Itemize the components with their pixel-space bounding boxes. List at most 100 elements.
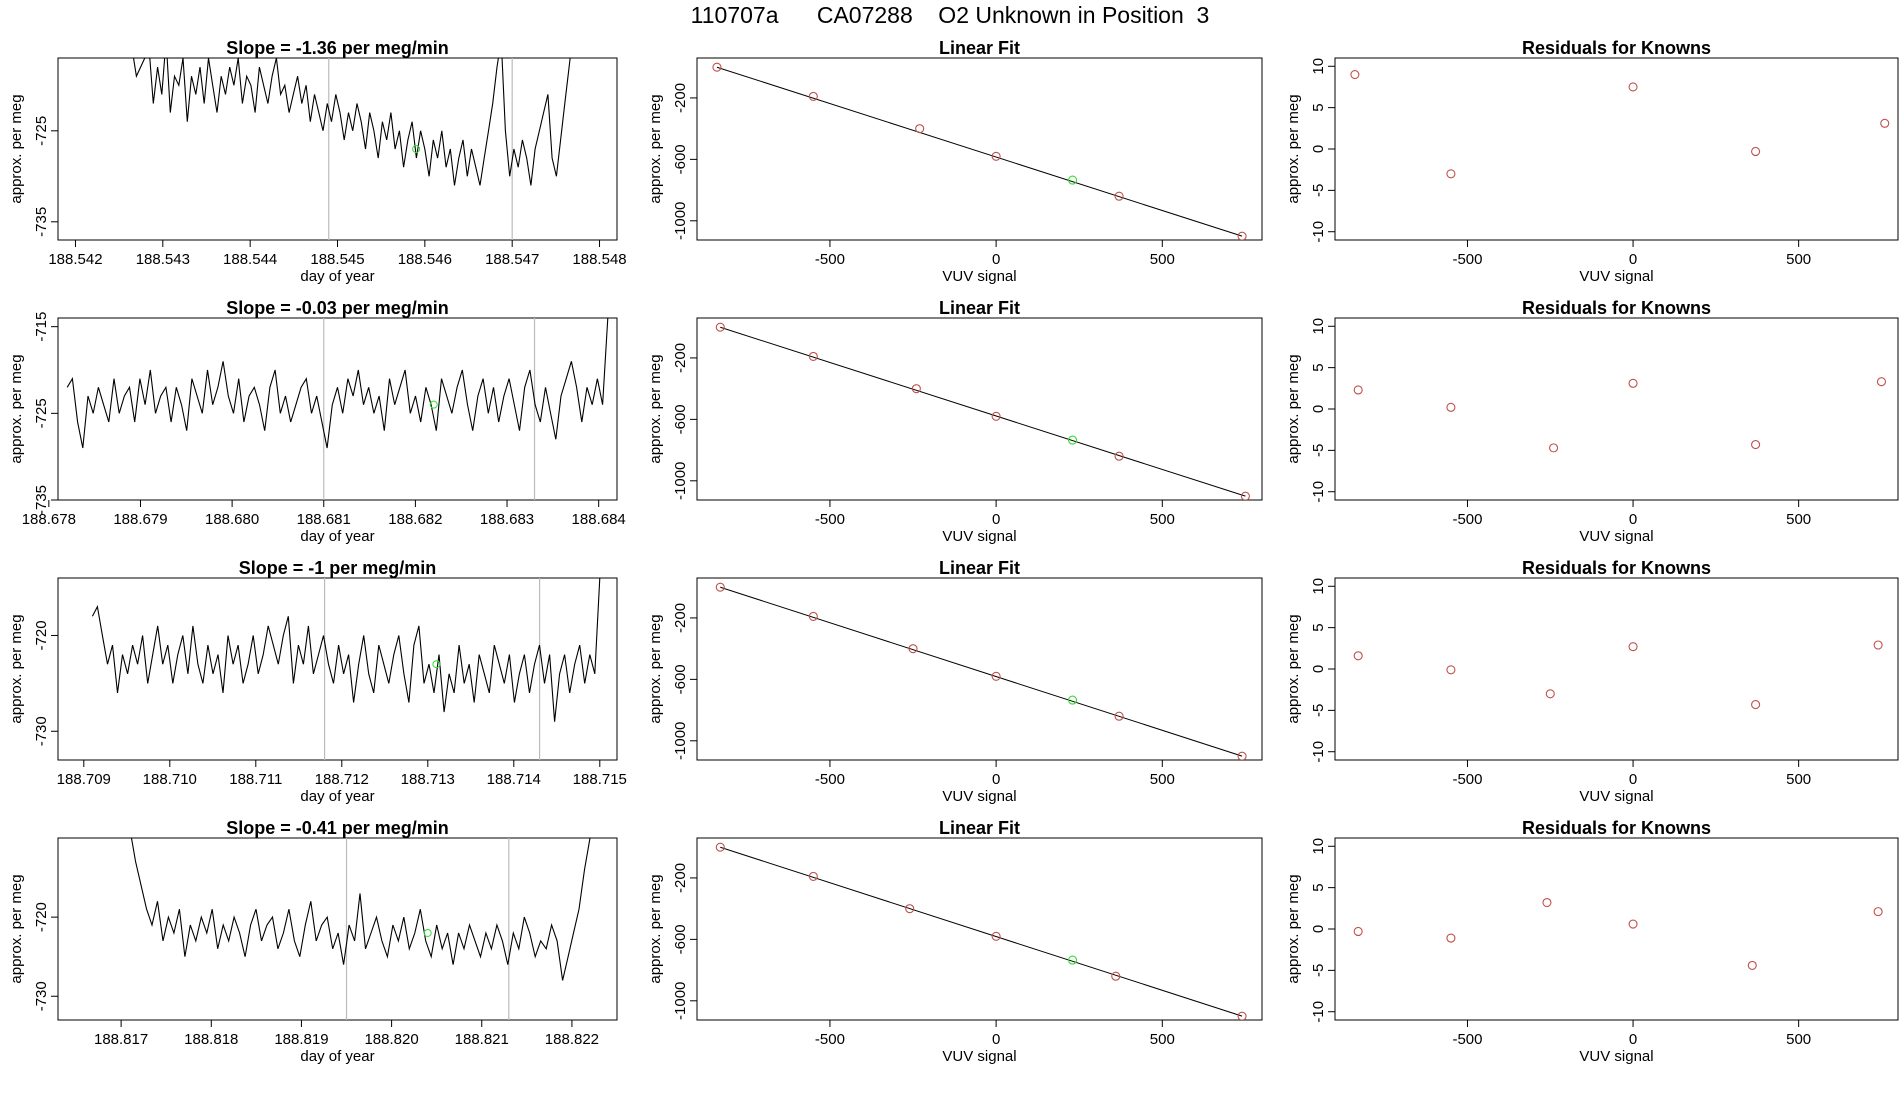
y-tick-label: 10 <box>1310 578 1327 595</box>
y-tick-label: -735 <box>33 207 50 237</box>
y-axis-label: approx. per meg <box>647 354 664 463</box>
y-tick-label: -5 <box>1310 184 1327 197</box>
known-point <box>712 62 722 72</box>
y-tick-label: -730 <box>33 716 50 746</box>
x-axis-label: VUV signal <box>942 528 1016 545</box>
y-axis-label: approx. per meg <box>8 94 25 203</box>
x-tick-label: 188.684 <box>572 511 626 528</box>
x-tick-label: 188.543 <box>136 251 190 268</box>
unknown-point <box>1068 435 1078 445</box>
plot-area <box>1353 897 1883 970</box>
y-tick-label: -200 <box>672 83 689 113</box>
x-tick-label: 500 <box>1786 1031 1811 1048</box>
known-point <box>1237 751 1247 760</box>
plot-frame <box>1334 577 1899 761</box>
y-axis-label: approx. per meg <box>1285 354 1302 463</box>
x-tick-label: -500 <box>815 251 845 268</box>
fit-line <box>716 66 1243 237</box>
known-point <box>905 904 915 914</box>
y-tick-label: -730 <box>33 981 50 1011</box>
x-axis-label: day of year <box>300 788 374 805</box>
known-point <box>1747 960 1757 970</box>
known-point <box>1873 907 1883 917</box>
known-point <box>808 871 818 881</box>
panel-title: Linear Fit <box>939 298 1020 318</box>
x-tick-label: 0 <box>992 251 1000 268</box>
x-axis-label: VUV signal <box>1579 268 1653 285</box>
y-tick-label: -600 <box>672 404 689 434</box>
x-tick-label: 500 <box>1786 771 1811 788</box>
x-axis-label: VUV signal <box>1579 788 1653 805</box>
x-tick-label: -500 <box>1452 1031 1482 1048</box>
known-point <box>1751 146 1761 157</box>
panel-title: Slope = -0.41 per meg/min <box>226 818 449 838</box>
y-tick-label: -5 <box>1310 444 1327 457</box>
x-tick-label: 500 <box>1150 771 1175 788</box>
known-point <box>1353 926 1363 937</box>
plot-area <box>91 578 601 760</box>
x-tick-label: 188.819 <box>274 1031 328 1048</box>
known-point <box>1876 377 1886 387</box>
plot-area <box>1350 69 1890 179</box>
known-point <box>1114 191 1124 201</box>
y-tick-label: -715 <box>33 312 50 342</box>
known-point <box>808 351 818 361</box>
x-tick-label: 188.678 <box>22 511 76 528</box>
data-series-line <box>66 318 609 449</box>
x-tick-label: 188.548 <box>572 251 626 268</box>
known-point <box>1628 378 1638 388</box>
x-axis-label: day of year <box>300 268 374 285</box>
x-tick-label: 188.817 <box>94 1031 148 1048</box>
known-point <box>715 582 725 592</box>
known-point <box>1628 82 1638 92</box>
plot-frame <box>57 577 618 761</box>
y-tick-label: 0 <box>1310 145 1327 153</box>
plot-area <box>715 582 1247 760</box>
y-axis-label: approx. per meg <box>8 614 25 723</box>
panel-residuals-row4: Residuals for Knowns -500 0 500 -10 -5 0 5 10 VUV… <box>1285 818 1899 1065</box>
x-tick-label: 188.545 <box>310 251 364 268</box>
x-tick-label: 188.683 <box>480 511 534 528</box>
plot-frame <box>696 837 1263 1021</box>
x-tick-label: 188.546 <box>398 251 452 268</box>
y-axis-label: approx. per meg <box>1285 94 1302 203</box>
plot-frame <box>1334 837 1899 1021</box>
panel-title: Residuals for Knowns <box>1522 38 1711 58</box>
known-point <box>1446 665 1456 675</box>
y-tick-label: -5 <box>1310 964 1327 977</box>
plot-frame <box>57 57 618 241</box>
y-tick-label: -600 <box>672 924 689 954</box>
known-point <box>1114 711 1124 721</box>
x-tick-label: 188.818 <box>184 1031 238 1048</box>
x-tick-label: -500 <box>815 1031 845 1048</box>
x-tick-label: 0 <box>1629 511 1637 528</box>
known-point <box>1237 1011 1247 1020</box>
x-tick-label: 188.714 <box>487 771 541 788</box>
x-tick-label: -500 <box>815 511 845 528</box>
panel-linear-fit-row3: Linear Fit -500 0 500 -1000 -600 -200 VUV signa… <box>647 558 1263 805</box>
data-series-line <box>132 58 571 186</box>
known-point <box>1446 933 1456 943</box>
y-axis-label: approx. per meg <box>8 354 25 463</box>
y-axis-label: approx. per meg <box>1285 874 1302 983</box>
x-tick-label: 188.715 <box>573 771 627 788</box>
y-tick-label: -600 <box>672 664 689 694</box>
panel-residuals-row3: Residuals for Knowns -500 0 500 -10 -5 0 5 10 VUV… <box>1285 558 1899 805</box>
y-tick-label: -720 <box>33 902 50 932</box>
known-point <box>1446 402 1456 412</box>
x-tick-label: 188.820 <box>364 1031 418 1048</box>
panel-residuals-row2: Residuals for Knowns -500 0 500 -10 -5 0 5 10 VUV… <box>1285 298 1899 545</box>
y-tick-label: 0 <box>1310 665 1327 673</box>
plot-frame <box>57 317 618 501</box>
unknown-point <box>432 660 441 669</box>
panel-title: Residuals for Knowns <box>1522 298 1711 318</box>
unknown-point <box>412 145 421 153</box>
data-series-line <box>130 838 591 981</box>
x-tick-label: 0 <box>992 511 1000 528</box>
plot-area <box>66 318 609 500</box>
panel-linear-fit-row2: Linear Fit -500 0 500 -1000 -600 -200 VUV signa… <box>647 298 1263 545</box>
x-tick-label: 0 <box>992 771 1000 788</box>
panel-title: Linear Fit <box>939 38 1020 58</box>
